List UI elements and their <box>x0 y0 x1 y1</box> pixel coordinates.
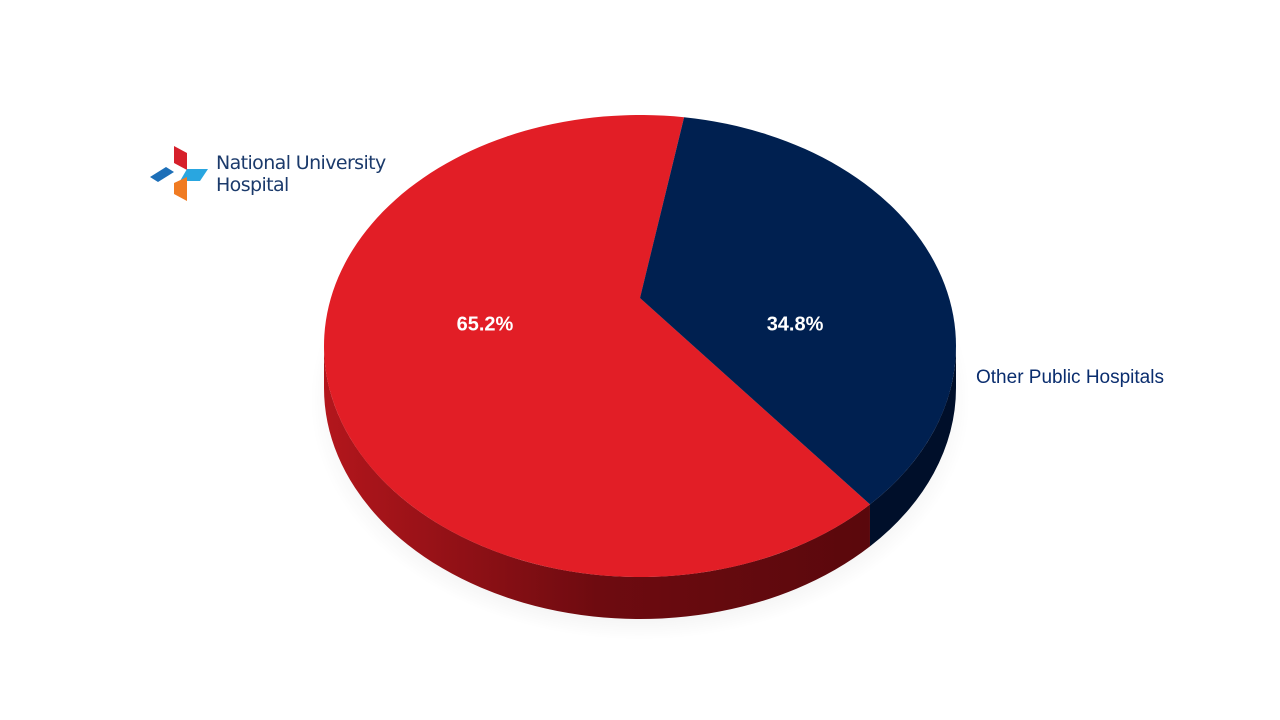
category-label: National University Hospital <box>216 152 386 196</box>
logo-icon <box>150 146 208 201</box>
value-label: 65.2% <box>457 313 514 335</box>
slice-side <box>869 346 956 547</box>
slice <box>640 117 957 505</box>
value-label: 34.8% <box>767 313 824 335</box>
category-label: Other Public Hospitals <box>976 367 1164 388</box>
slice <box>324 115 870 577</box>
slice-side <box>324 346 870 619</box>
